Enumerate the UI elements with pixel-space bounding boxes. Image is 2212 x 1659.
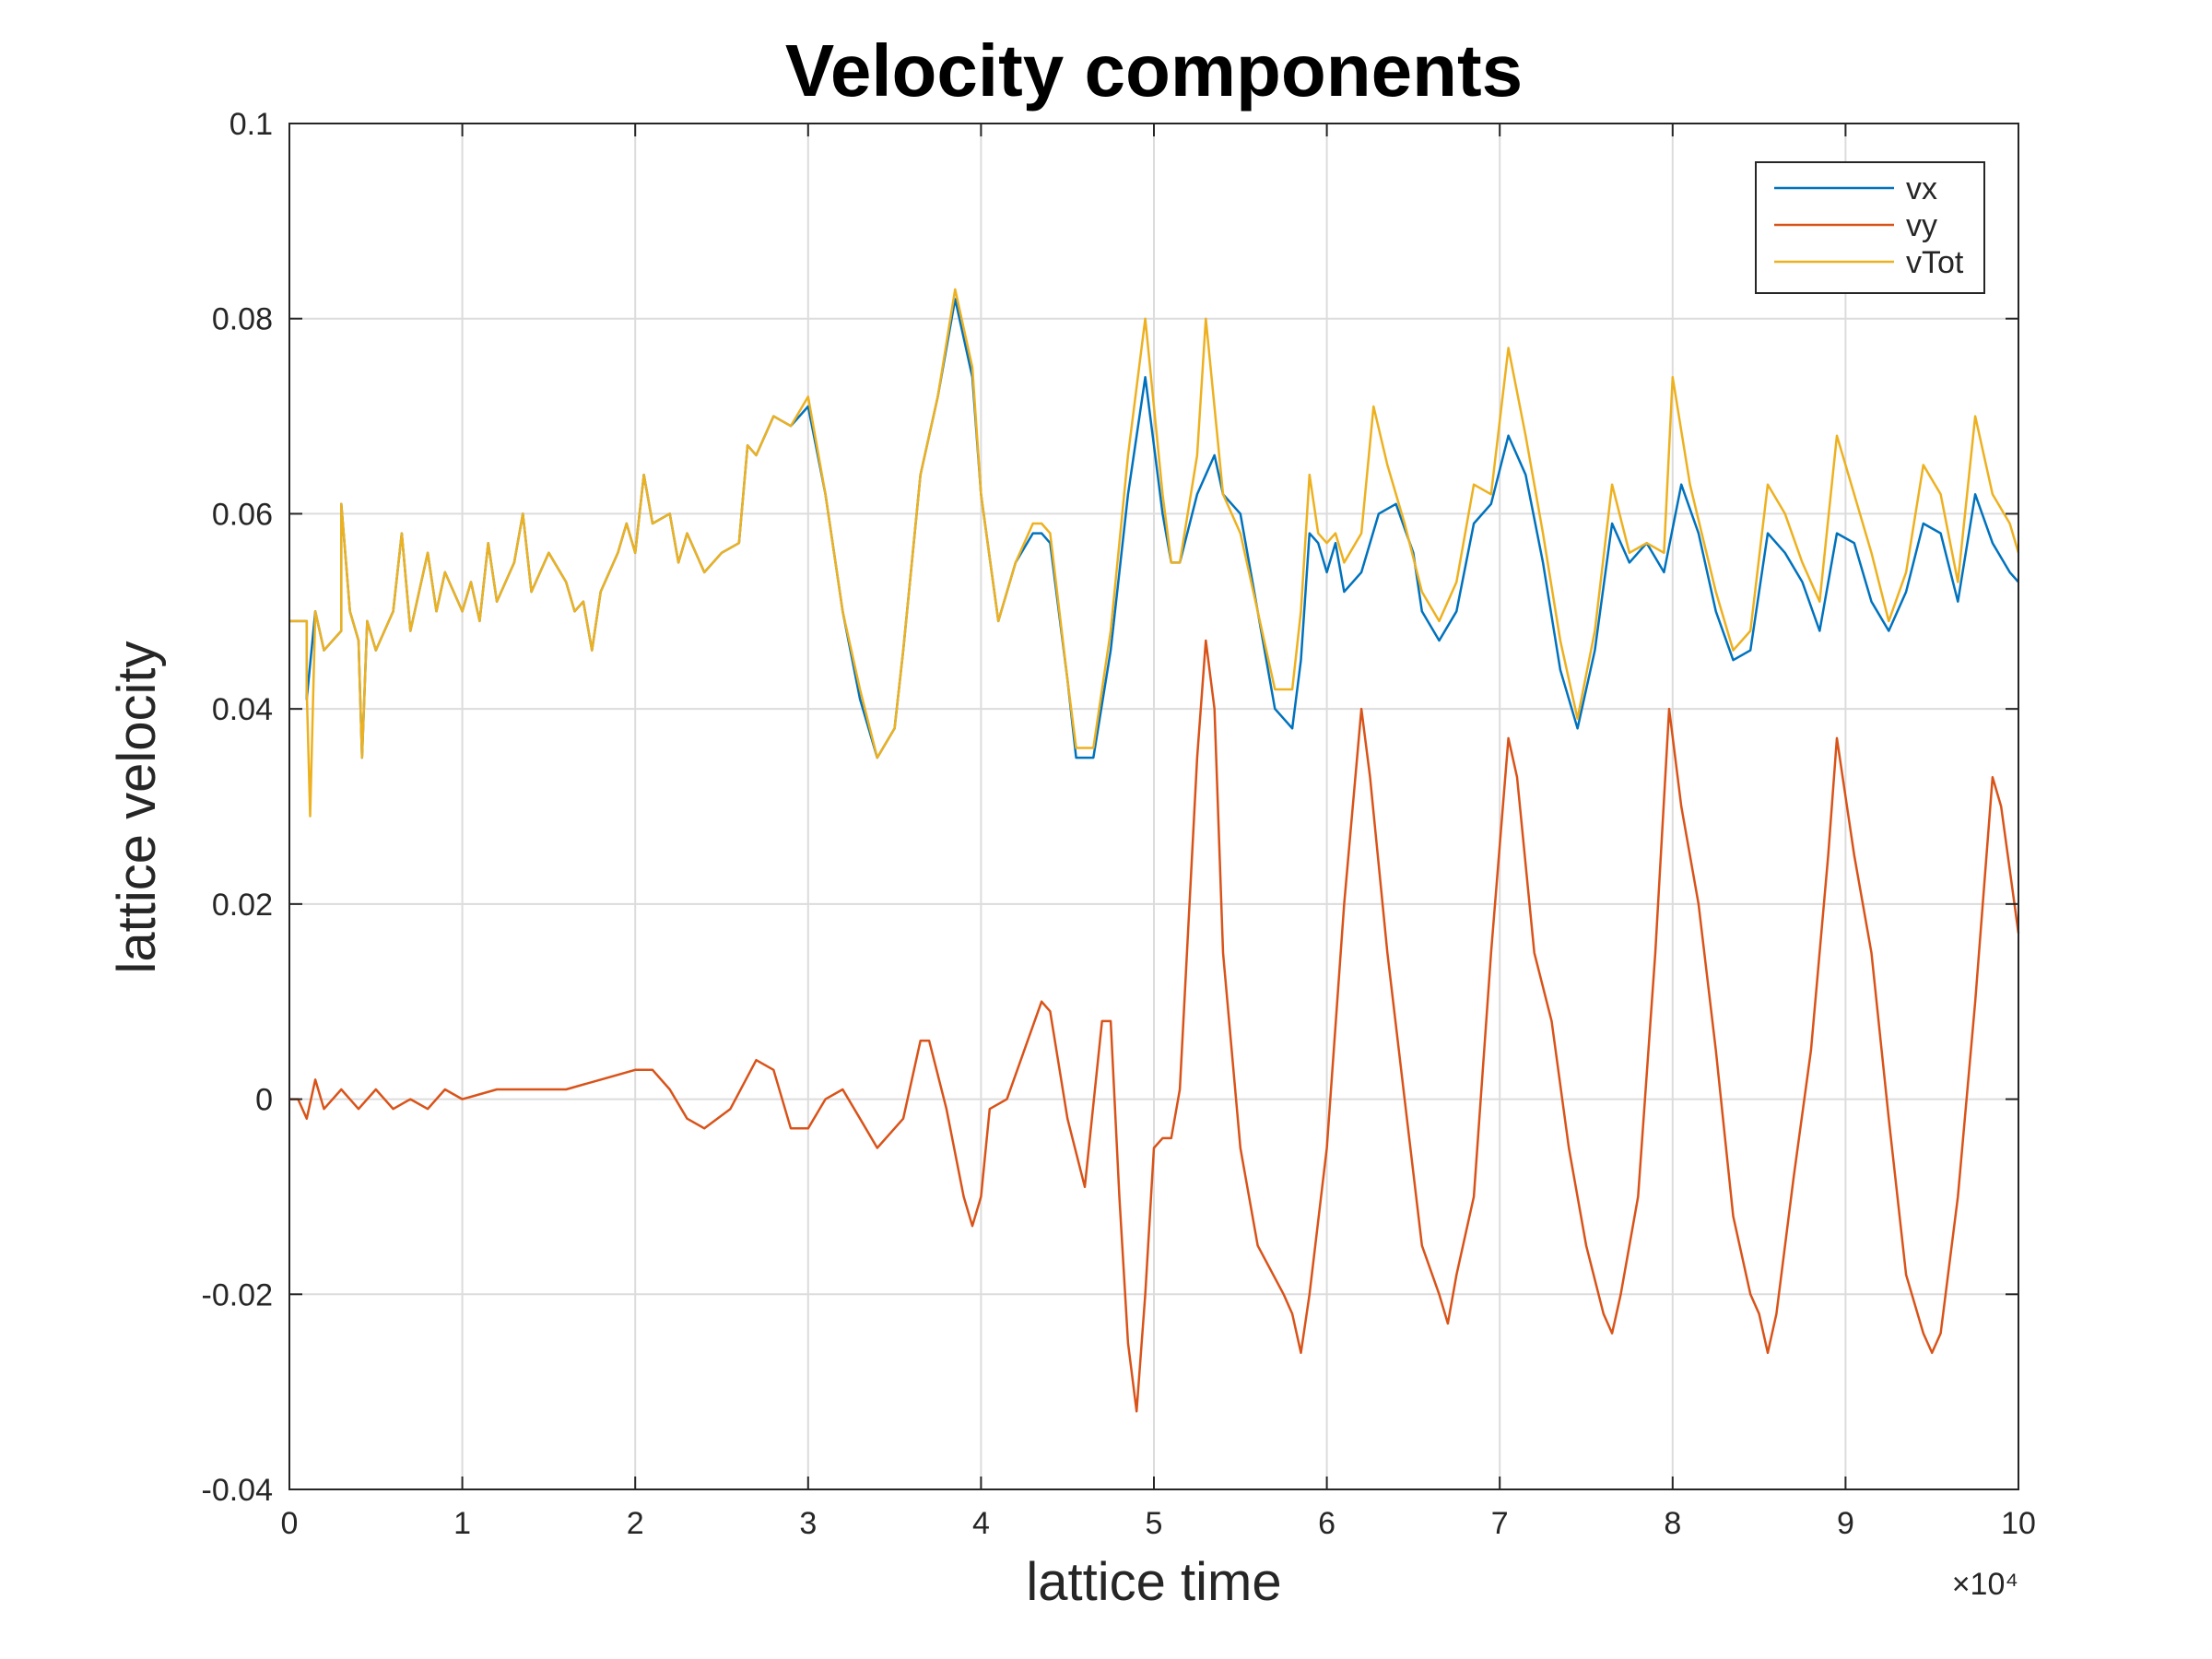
x-tick-label: 6 (1318, 1506, 1335, 1541)
x-axis-multiplier: ×10⁴ (1952, 1567, 2018, 1602)
x-tick-label: 0 (281, 1506, 299, 1541)
legend-label-vy: vy (1906, 208, 1937, 243)
y-tick-label: 0.04 (212, 692, 273, 727)
x-tick-label: 2 (627, 1506, 644, 1541)
x-tick-label: 8 (1664, 1506, 1681, 1541)
x-tick-label: 9 (1837, 1506, 1854, 1541)
legend-label-vtot: vTot (1906, 245, 1964, 280)
series-line-vtot (289, 288, 2020, 818)
x-tick-label: 3 (799, 1506, 817, 1541)
y-tick-label: 0.06 (212, 497, 273, 532)
x-axis-title: lattice time (1026, 1552, 1281, 1612)
x-tick-label: 1 (453, 1506, 471, 1541)
legend-label-vx: vx (1906, 171, 1937, 206)
y-tick-label: 0.02 (212, 888, 273, 923)
x-tick-label: 10 (2001, 1506, 2036, 1541)
series-lines (289, 288, 2020, 1413)
y-tick-label: 0.08 (212, 302, 273, 337)
x-tick-label: 7 (1491, 1506, 1509, 1541)
chart-title: Velocity components (785, 29, 1523, 112)
y-tick-label: -0.02 (202, 1277, 274, 1312)
y-tick-label: 0.1 (229, 107, 273, 142)
axis-ticks (288, 123, 2019, 1490)
x-tick-label: 4 (972, 1506, 990, 1541)
y-axis-title: lattice velocity (107, 641, 167, 973)
y-tick-label: -0.04 (202, 1473, 274, 1508)
series-line-vy (289, 639, 2020, 1413)
x-tick-label: 5 (1146, 1506, 1163, 1541)
legend-box (1755, 161, 1985, 294)
y-tick-label: 0 (255, 1083, 273, 1118)
